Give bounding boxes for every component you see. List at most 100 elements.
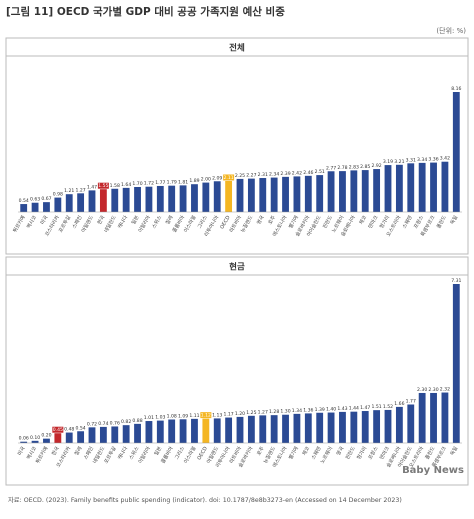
bar — [441, 392, 449, 443]
value-label: 1.03 — [155, 415, 165, 421]
category-label: 덴마크 — [367, 214, 380, 230]
bar — [43, 438, 50, 443]
value-label: 1.28 — [269, 409, 279, 415]
value-label: 1.47 — [360, 405, 370, 411]
value-label: 2.09 — [212, 175, 222, 181]
value-label: 1.52 — [383, 404, 393, 410]
category-label: 핀란드 — [344, 445, 357, 461]
bar — [395, 164, 403, 212]
panel-frame — [5, 37, 469, 255]
value-label: 1.01 — [144, 415, 154, 421]
bar — [452, 284, 460, 443]
category-label: 칠레 — [164, 214, 175, 226]
bar — [122, 425, 130, 443]
value-label: 2.51 — [315, 169, 325, 175]
watermark: Baby News — [402, 465, 464, 476]
bar — [225, 180, 233, 212]
value-label: 1.21 — [64, 188, 74, 194]
value-label: 2.31 — [258, 172, 268, 178]
value-label: 1.47 — [87, 184, 97, 190]
value-label: 0.54 — [75, 425, 85, 431]
bar — [179, 419, 187, 443]
source-note: 자료: OECD. (2023). Family benefits public… — [8, 495, 402, 504]
category-label: 미국 — [39, 214, 50, 226]
value-label: 2.00 — [201, 177, 211, 183]
category-label: 폴란드 — [435, 214, 448, 230]
bar — [327, 171, 335, 212]
bar — [247, 415, 255, 443]
value-label: 2.92 — [371, 163, 381, 169]
bar — [191, 418, 198, 443]
value-label: 1.43 — [337, 406, 347, 412]
value-label: 2.83 — [349, 164, 359, 170]
bar — [77, 431, 85, 443]
panel-frame — [5, 256, 469, 486]
bar — [316, 175, 324, 212]
category-label: 독일 — [449, 214, 460, 226]
bar — [350, 170, 358, 212]
value-label-highlight — [52, 426, 64, 433]
value-label: 1.09 — [178, 413, 188, 419]
value-label: 2.39 — [280, 171, 290, 177]
bar — [247, 178, 255, 212]
value-label: 0.88 — [132, 418, 142, 424]
bar — [134, 423, 141, 443]
value-label: 0.20 — [41, 433, 51, 439]
value-label: 2.30 — [428, 387, 438, 393]
value-label: 1.08 — [167, 414, 177, 420]
category-label: 캐나다 — [116, 445, 129, 461]
value-label: 2.77 — [326, 165, 336, 171]
bar — [31, 202, 39, 212]
value-label: 1.70 — [132, 181, 142, 187]
bar — [395, 406, 403, 443]
value-label: 1.64 — [121, 182, 131, 188]
bar — [339, 171, 346, 212]
bar — [54, 433, 62, 443]
bar — [339, 411, 346, 443]
bar — [361, 170, 369, 212]
value-label: 2.11 — [223, 175, 233, 181]
bar — [282, 414, 289, 443]
bar — [156, 185, 164, 212]
bar — [384, 165, 392, 212]
value-label: 2.30 — [417, 387, 427, 393]
bar — [270, 415, 278, 443]
value-label: 2.34 — [269, 172, 279, 178]
value-label: 1.89 — [189, 178, 199, 184]
value-label: 3.42 — [440, 156, 450, 162]
value-label: 1.34 — [292, 408, 302, 414]
category-label: 칠레 — [73, 445, 84, 457]
category-label: 독일 — [449, 445, 460, 457]
bar — [327, 412, 335, 443]
bar — [259, 415, 267, 443]
bar — [43, 202, 50, 212]
category-label: 호주 — [256, 445, 266, 456]
bar — [20, 441, 28, 443]
category-label: 헝가리 — [355, 445, 368, 460]
bar — [430, 392, 437, 443]
bar — [202, 182, 210, 212]
bar — [282, 176, 289, 212]
bar — [88, 427, 96, 443]
value-label: 1.44 — [349, 406, 359, 412]
bar — [168, 185, 176, 212]
value-label: 3.19 — [383, 159, 393, 165]
bar — [270, 177, 278, 212]
value-label: 1.58 — [110, 183, 120, 189]
bar — [191, 184, 198, 212]
value-label: 1.79 — [167, 180, 177, 186]
category-label: 스웨덴 — [401, 214, 414, 230]
category-label: 미국 — [16, 445, 27, 457]
value-label: 1.13 — [212, 412, 222, 418]
panel-title: 현금 — [229, 262, 245, 273]
bar — [441, 161, 449, 212]
bar — [111, 426, 119, 443]
category-label: 한국 — [97, 214, 107, 225]
bar — [236, 416, 244, 443]
value-label: 8.16 — [451, 86, 461, 92]
bar — [77, 193, 85, 212]
value-label: 1.20 — [235, 411, 245, 417]
bar — [88, 190, 96, 212]
category-label: 일본 — [153, 445, 164, 457]
